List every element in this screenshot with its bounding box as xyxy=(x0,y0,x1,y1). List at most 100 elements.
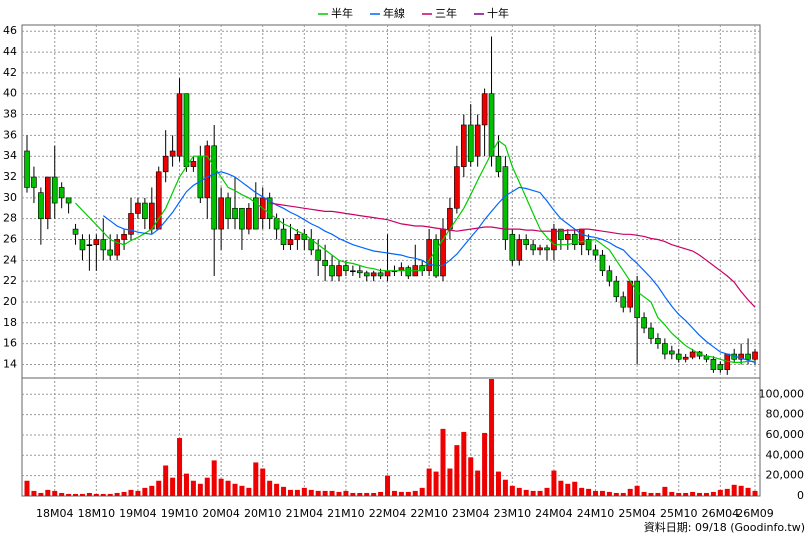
candle-body xyxy=(197,155,204,199)
candle-body xyxy=(523,239,530,246)
volume-bar xyxy=(59,492,65,496)
candle-body xyxy=(509,234,516,261)
volume-bar xyxy=(599,490,605,496)
volume-bar xyxy=(593,490,599,496)
volume-bar xyxy=(440,428,446,496)
volume-bar xyxy=(551,470,557,496)
candle-body xyxy=(128,213,134,235)
volume-bar xyxy=(745,487,751,496)
volume-bar xyxy=(142,487,148,496)
candle-body xyxy=(315,249,322,261)
volume-bar xyxy=(197,483,203,496)
candle-body xyxy=(211,145,217,230)
footer: 資料日期: 09/18 (Goodinfo.tw) xyxy=(644,520,805,534)
candle-body xyxy=(537,247,543,251)
candle-body xyxy=(38,192,44,219)
candle-body xyxy=(551,228,557,251)
volume-bar xyxy=(738,485,744,496)
volume-bar xyxy=(717,489,723,496)
x-tick-label: 23M10 xyxy=(494,507,532,520)
volume-tick-label: 0 xyxy=(797,489,804,502)
volume-bar xyxy=(391,490,397,496)
candle-body xyxy=(266,197,273,219)
volume-bar xyxy=(378,491,384,496)
candle-body xyxy=(606,270,613,282)
volume-bar xyxy=(121,491,127,496)
candle-body xyxy=(239,207,245,230)
volume-bar xyxy=(565,483,571,496)
candle-body xyxy=(356,270,363,274)
candle-body xyxy=(481,93,488,126)
candle-body xyxy=(752,351,758,360)
volume-bar xyxy=(669,491,675,496)
legend-label: 三年 xyxy=(435,6,457,20)
candle-body xyxy=(149,202,155,230)
candle-body xyxy=(689,351,696,358)
candle-body xyxy=(516,239,523,261)
y-tick-label: 42 xyxy=(3,66,17,79)
volume-bar xyxy=(156,480,162,496)
candle-body xyxy=(544,247,550,251)
volume-bar xyxy=(537,490,543,496)
volume-bar xyxy=(461,431,467,496)
volume-bar xyxy=(710,491,716,496)
volume-bar xyxy=(558,480,564,496)
x-tick-label: 26M09 xyxy=(736,507,774,520)
volume-bar xyxy=(308,489,314,496)
candle-body xyxy=(488,93,495,157)
x-tick-label: 26M04 xyxy=(702,507,740,520)
volume-bar xyxy=(79,493,85,496)
candle-body xyxy=(86,244,93,247)
candle-body xyxy=(232,207,238,219)
y-tick-label: 22 xyxy=(3,274,17,287)
volume-bar xyxy=(225,480,231,496)
volume-bar xyxy=(329,490,335,496)
candle-body xyxy=(405,267,412,277)
candle-body xyxy=(329,265,335,277)
volume-bar xyxy=(45,489,51,496)
candle-body xyxy=(564,234,571,240)
candle-body xyxy=(502,166,509,240)
y-tick-label: 40 xyxy=(3,87,17,100)
volume-bar xyxy=(398,491,404,496)
volume-bar xyxy=(641,491,647,496)
candle-body xyxy=(246,207,252,230)
legend-label: 半年 xyxy=(331,6,353,20)
candle-body xyxy=(370,272,377,277)
volume-bar xyxy=(294,489,300,496)
candle-body xyxy=(620,296,627,308)
volume-bar xyxy=(100,493,106,496)
candle-body xyxy=(65,197,72,204)
volume-bar xyxy=(613,492,619,496)
candle-body xyxy=(294,234,301,240)
candle-body xyxy=(169,150,176,157)
x-tick-label: 22M04 xyxy=(369,507,407,520)
candle-body xyxy=(641,317,647,329)
x-tick-label: 18M10 xyxy=(78,507,116,520)
volume-bar xyxy=(655,492,661,496)
volume-bar xyxy=(114,492,120,496)
volume-bar xyxy=(232,483,238,496)
x-tick-label: 25M04 xyxy=(618,507,656,520)
volume-bar xyxy=(454,445,460,496)
volume-bar xyxy=(523,489,529,496)
candle-body xyxy=(176,93,183,157)
candle-body xyxy=(100,239,107,251)
x-tick-label: 24M04 xyxy=(535,507,573,520)
candle-body xyxy=(350,270,356,273)
volume-bar xyxy=(683,492,689,496)
volume-bar xyxy=(24,480,30,496)
volume-bar xyxy=(475,470,481,496)
x-tick-label: 22M10 xyxy=(410,507,448,520)
volume-bar xyxy=(66,493,72,496)
candle-body xyxy=(142,202,148,219)
legend-label: 十年 xyxy=(487,6,509,20)
candle-body xyxy=(613,280,620,298)
volume-tick-label: 20,000 xyxy=(766,469,805,482)
candle-body xyxy=(336,265,342,277)
x-tick-label: 21M04 xyxy=(286,507,324,520)
volume-bar xyxy=(620,492,626,496)
volume-bar xyxy=(287,489,293,496)
y-tick-label: 44 xyxy=(3,45,17,58)
candle-body xyxy=(426,239,432,272)
